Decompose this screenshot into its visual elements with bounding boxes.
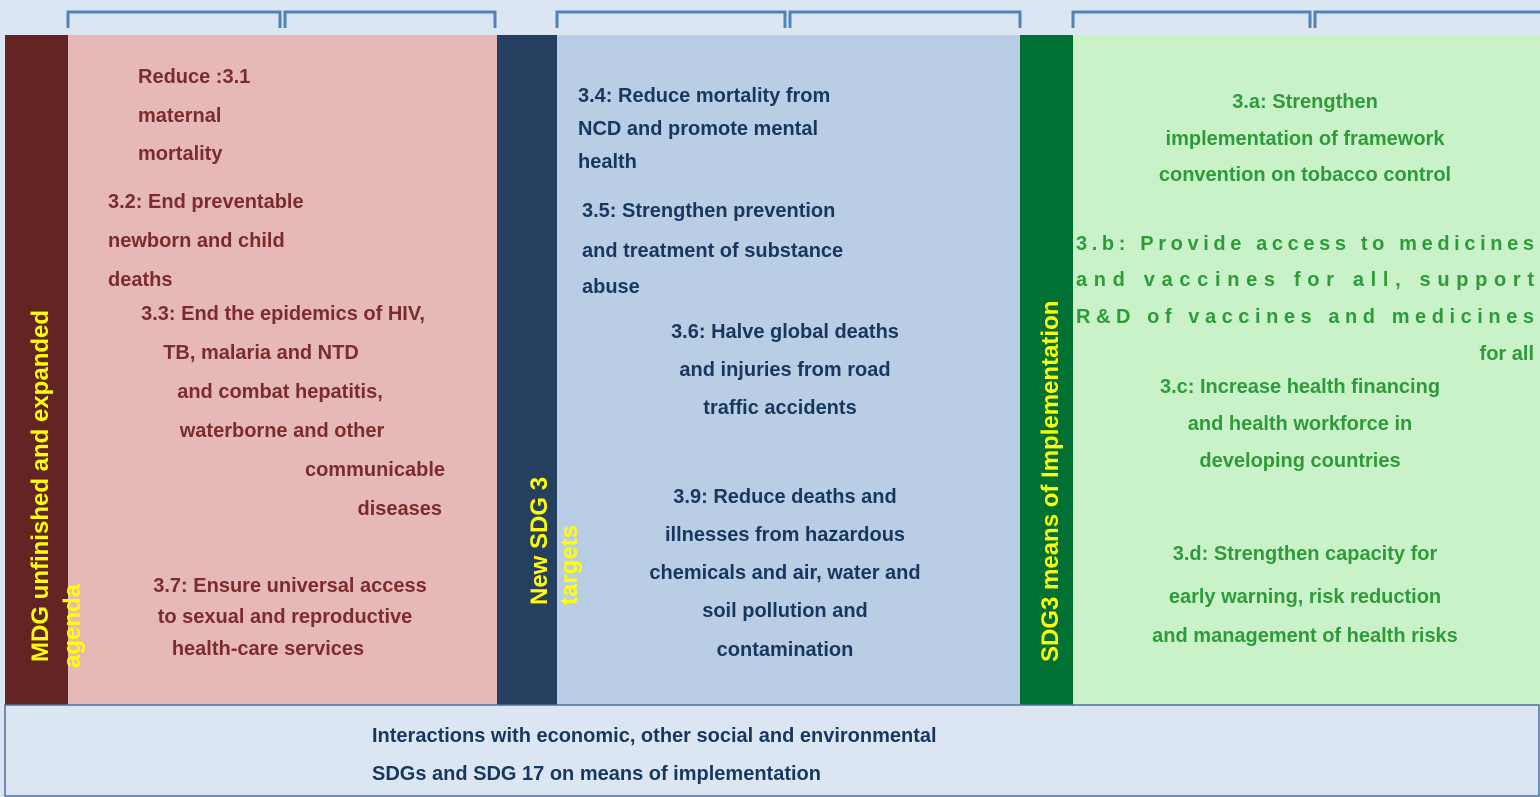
footer-box: [4, 704, 1540, 797]
target-text: diseases: [357, 498, 442, 520]
target-text: to sexual and reproductive: [158, 606, 413, 628]
target-text: traffic accidents: [703, 397, 856, 419]
brackets: [66, 10, 1540, 28]
target-text: 3.7: Ensure universal access: [153, 575, 427, 597]
panel-mdg: [68, 35, 497, 705]
target-text: and combat hepatitis,: [177, 381, 383, 403]
target-text: for all: [1480, 343, 1534, 365]
target-text: health-care services: [172, 638, 364, 660]
target-text: and management of health risks: [1152, 625, 1458, 647]
target-text: communicable: [305, 459, 445, 481]
band-new: [497, 35, 557, 705]
band-moi: [1020, 35, 1073, 705]
band-label: New SDG 3: [526, 477, 553, 605]
target-text: and health workforce in: [1188, 413, 1412, 435]
target-text: abuse: [582, 276, 640, 298]
band-label: SDG3 means of Implementation: [1037, 301, 1064, 662]
target-text: 3.9: Reduce deaths and: [673, 486, 896, 508]
target-text: developing countries: [1199, 450, 1400, 472]
target-text: convention on tobacco control: [1159, 164, 1451, 186]
target-text: 3.5: Strengthen prevention: [582, 200, 835, 222]
panel-moi: [1073, 35, 1540, 705]
band-label: MDG unfinished and expanded: [27, 310, 54, 662]
band-label: targets: [556, 525, 583, 605]
band-label: agenda: [59, 583, 86, 668]
target-text: TB, malaria and NTD: [163, 342, 359, 364]
target-text: early warning, risk reduction: [1169, 586, 1441, 608]
target-text: newborn and child: [108, 230, 285, 252]
target-text: mortality: [138, 143, 223, 165]
footer-text: Interactions with economic, other social…: [372, 725, 937, 747]
target-text: soil pollution and: [702, 600, 868, 622]
target-text: 3.d: Strengthen capacity for: [1173, 543, 1438, 565]
target-text: 3.c: Increase health financing: [1160, 376, 1440, 398]
target-text: deaths: [108, 269, 172, 291]
target-text: contamination: [717, 639, 854, 661]
panel-new: [557, 35, 1020, 705]
target-text: 3.2: End preventable: [108, 191, 304, 213]
target-text: chemicals and air, water and: [649, 562, 920, 584]
target-text: and treatment of substance: [582, 240, 843, 262]
target-text: 3.b: Provide access to medicines: [1076, 233, 1534, 255]
target-text: maternal: [138, 105, 221, 127]
target-text: waterborne and other: [179, 420, 385, 442]
band-mdg: [5, 35, 68, 705]
target-text: 3.4: Reduce mortality from: [578, 85, 830, 107]
target-text: 3.a: Strengthen: [1232, 91, 1378, 113]
target-text: Reduce :3.1: [138, 66, 250, 88]
target-text: implementation of framework: [1166, 128, 1446, 150]
target-text: illnesses from hazardous: [665, 524, 905, 546]
target-text: 3.6: Halve global deaths: [671, 321, 899, 343]
target-text: health: [578, 151, 637, 173]
footer-text: SDGs and SDG 17 on means of implementati…: [372, 763, 821, 785]
target-text: 3.3: End the epidemics of HIV,: [141, 303, 425, 325]
target-text: NCD and promote mental: [578, 118, 818, 140]
target-text: and injuries from road: [679, 359, 890, 381]
target-text: R&D of vaccines and medicines: [1076, 306, 1534, 328]
